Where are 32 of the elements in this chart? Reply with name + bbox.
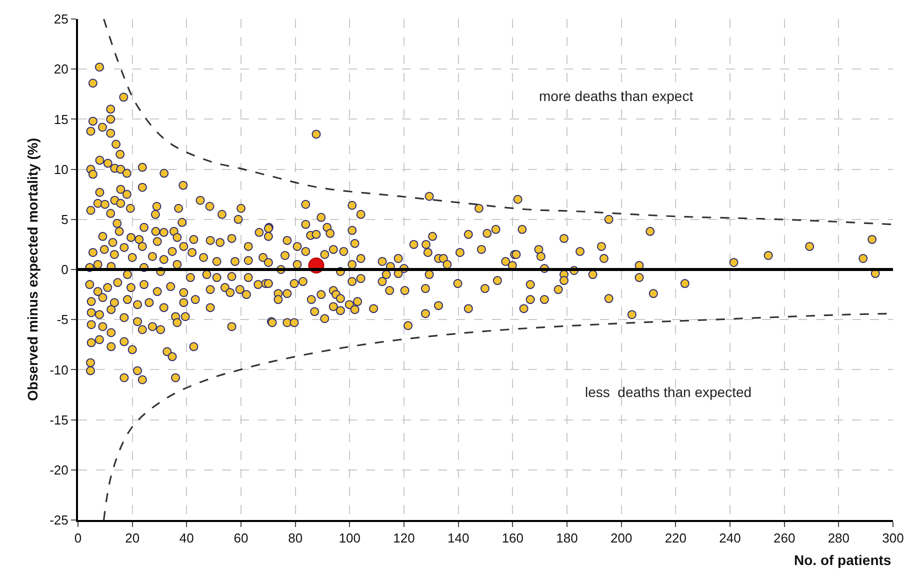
x-tick-label: 260: [773, 530, 796, 546]
y-tick-label: -5: [56, 312, 68, 328]
y-tick-label: -20: [50, 462, 68, 478]
x-tick-label: 140: [447, 530, 470, 546]
x-tick-label: 20: [125, 530, 140, 546]
y-tick-label: -25: [50, 512, 68, 528]
x-tick-label: 300: [882, 530, 904, 546]
y-tick-label: 15: [54, 112, 68, 127]
y-tick-label: 25: [54, 12, 68, 27]
x-tick-label: 0: [74, 530, 82, 546]
y-tick-label: -15: [50, 412, 68, 428]
x-tick-label: 240: [719, 530, 741, 546]
y-axis-title: Observed minus expected mortality (%): [24, 138, 41, 401]
x-tick-label: 120: [393, 530, 415, 546]
annotation: more deaths than expect: [539, 88, 694, 104]
x-tick-label: 40: [179, 530, 194, 546]
x-tick-label: 220: [664, 530, 687, 546]
y-tick-label: 20: [54, 62, 68, 77]
x-tick-label: 80: [288, 530, 303, 546]
x-tick-label: 160: [502, 530, 524, 546]
y-tick-label: 0: [61, 262, 68, 278]
x-tick-label: 280: [828, 530, 850, 546]
x-tick-label: 100: [338, 530, 361, 546]
x-axis-title: No. of patients: [794, 552, 892, 568]
annotation: less deaths than expected: [585, 384, 752, 400]
x-tick-label: 60: [234, 530, 248, 546]
line-series: [103, 19, 893, 226]
y-tick-label: -10: [50, 362, 68, 378]
x-tick-label: 200: [610, 530, 632, 546]
x-tick-label: 180: [556, 530, 578, 546]
y-tick-label: 5: [61, 212, 68, 227]
y-tick-label: 10: [54, 162, 68, 177]
